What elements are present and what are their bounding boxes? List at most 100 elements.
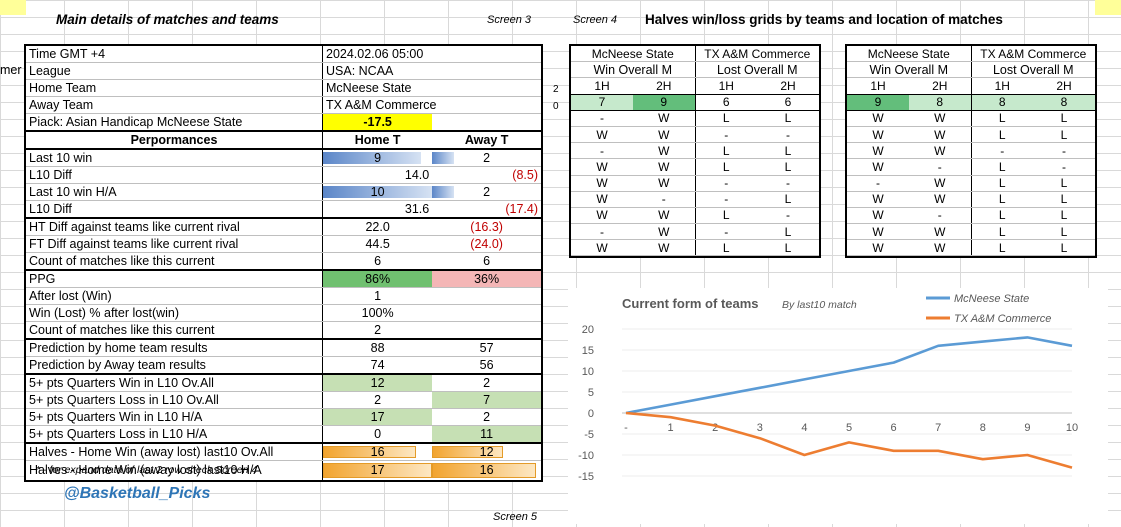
x-tick-label: -	[624, 422, 628, 434]
last10ha-home: 10	[370, 184, 385, 199]
grid_left-cell: L	[695, 239, 757, 257]
grid-row: -W-L	[571, 223, 819, 241]
grid_left-cell: W	[633, 142, 696, 160]
grid_left-total-2: 6	[695, 94, 757, 111]
twitter-handle[interactable]: @Basketball_Picks	[64, 485, 211, 502]
l10diff-home: 14.0	[322, 166, 433, 184]
y-tick-label: -10	[578, 450, 594, 462]
q4-label: 5+ pts Quarters Loss in L10 H/A	[25, 425, 323, 444]
series-line-0	[625, 336, 1073, 415]
grid_left-half-2: 1H	[695, 77, 757, 95]
grid_right-half-3: 2H	[1033, 77, 1095, 95]
last10ha-away-bar: 2	[432, 183, 542, 201]
q2-home: 2	[322, 391, 433, 409]
grid_right-cell: L	[971, 191, 1033, 208]
grid_right-total-0: 9	[847, 94, 909, 111]
screen4-label: Screen 4	[573, 14, 618, 26]
l10diff2-label: L10 Diff	[25, 200, 323, 219]
last10-label: Last 10 win	[25, 148, 323, 167]
grid_right-cell: L	[1033, 110, 1095, 127]
q1-label: 5+ pts Quarters Win in L10 Ov.All	[25, 373, 323, 392]
predhome-label: Prediction by home team results	[25, 338, 323, 357]
grid_left-cell: -	[571, 110, 633, 127]
grid_left-cell: W	[571, 207, 633, 225]
winlost-home: 100%	[322, 304, 433, 322]
grid_left-cell: -	[571, 142, 633, 160]
grid_left-cell: W	[571, 191, 633, 208]
grid_left-sub1: Win Overall M	[571, 61, 696, 79]
halves2-away-bar: 16	[432, 460, 542, 482]
ftdiff-home: 44.5	[322, 235, 433, 253]
htdiff-away: (16.3)	[432, 217, 542, 236]
piack-value: -17.5	[322, 113, 433, 132]
count2-home: 2	[322, 321, 433, 340]
halves1-away-bar: 12	[432, 442, 542, 461]
grid_left-cell: -	[757, 126, 819, 144]
grid_right-cell: L	[1033, 175, 1095, 192]
legend-label-1: TX A&M Commerce	[954, 313, 1051, 325]
grid-row: W--L	[571, 191, 819, 208]
away-team-value: TX A&M Commerce	[322, 96, 542, 114]
match-details-table: Time GMT +4 2024.02.06 05:00 League USA:…	[24, 44, 543, 482]
y-tick-label: 0	[588, 408, 594, 420]
grid_right-cell: L	[971, 207, 1033, 225]
halves1-home: 16	[370, 444, 385, 459]
grid_right-cell: L	[971, 175, 1033, 192]
grid_left-cell: L	[695, 142, 757, 160]
count2-label: Count of matches like this current	[25, 321, 323, 340]
cut-label: mer	[0, 63, 22, 77]
time-value: 2024.02.06 05:00	[322, 45, 542, 63]
league-label: League	[25, 62, 323, 80]
grid_left-cell: -	[695, 175, 757, 192]
form-chart: Current form of teams By last10 match Mc…	[568, 288, 1108, 524]
grid_right-cell: -	[1033, 158, 1095, 176]
q4-home: 0	[322, 425, 433, 444]
htdiff-label: HT Diff against teams like current rival	[25, 217, 323, 236]
chart-subtitle: By last10 match	[782, 299, 857, 311]
grid_right-cell: -	[909, 207, 972, 225]
grid-row: W-L-	[847, 158, 1095, 176]
grid_left-cell: L	[695, 207, 757, 225]
grid_left-cell: L	[757, 223, 819, 241]
last10ha-away-fill	[432, 186, 454, 198]
grid_left-cell: L	[695, 110, 757, 127]
halves1-label: Halves - Home Win (away lost) last10 Ov.…	[25, 442, 323, 461]
grid_left-cell: -	[695, 223, 757, 241]
screen3-label: Screen 3	[487, 14, 532, 26]
grid_left-half-1: 2H	[633, 77, 696, 95]
count1-home: 6	[322, 252, 433, 271]
x-tick-label: 5	[846, 422, 852, 434]
grid_right-cell: W	[909, 110, 972, 127]
grid_right-cell: L	[1033, 207, 1095, 225]
grid_left-cell: -	[695, 191, 757, 208]
grid_right-cell: L	[1033, 191, 1095, 208]
yellow-cell-left	[0, 0, 26, 15]
htdiff-home: 22.0	[322, 217, 433, 236]
grid_left-cell: W	[633, 207, 696, 225]
grid_left-cell: L	[695, 158, 757, 176]
q2-label: 5+ pts Quarters Loss in L10 Ov.All	[25, 391, 323, 409]
grid_left-cell: W	[633, 239, 696, 257]
x-tick-label: 8	[980, 422, 986, 434]
grid_right-cell: W	[847, 110, 909, 127]
ftdiff-away: (24.0)	[432, 235, 542, 253]
y-tick-label: 15	[582, 345, 594, 357]
grid_right-cell: -	[971, 142, 1033, 160]
l10diff2-away: (17.4)	[432, 200, 542, 219]
ppg-away: 36%	[432, 269, 542, 288]
predhome-home: 88	[322, 338, 433, 357]
grid_left-cell: W	[571, 158, 633, 176]
halves2-label: Halves - Home Win (away lost) last10 H/A	[25, 460, 323, 482]
count1-label: Count of matches like this current	[25, 252, 323, 271]
afterlost-label: After lost (Win)	[25, 287, 323, 305]
grid_right-team2: TX A&M Commerce	[971, 46, 1095, 63]
last10ha-home-fill	[323, 186, 433, 198]
